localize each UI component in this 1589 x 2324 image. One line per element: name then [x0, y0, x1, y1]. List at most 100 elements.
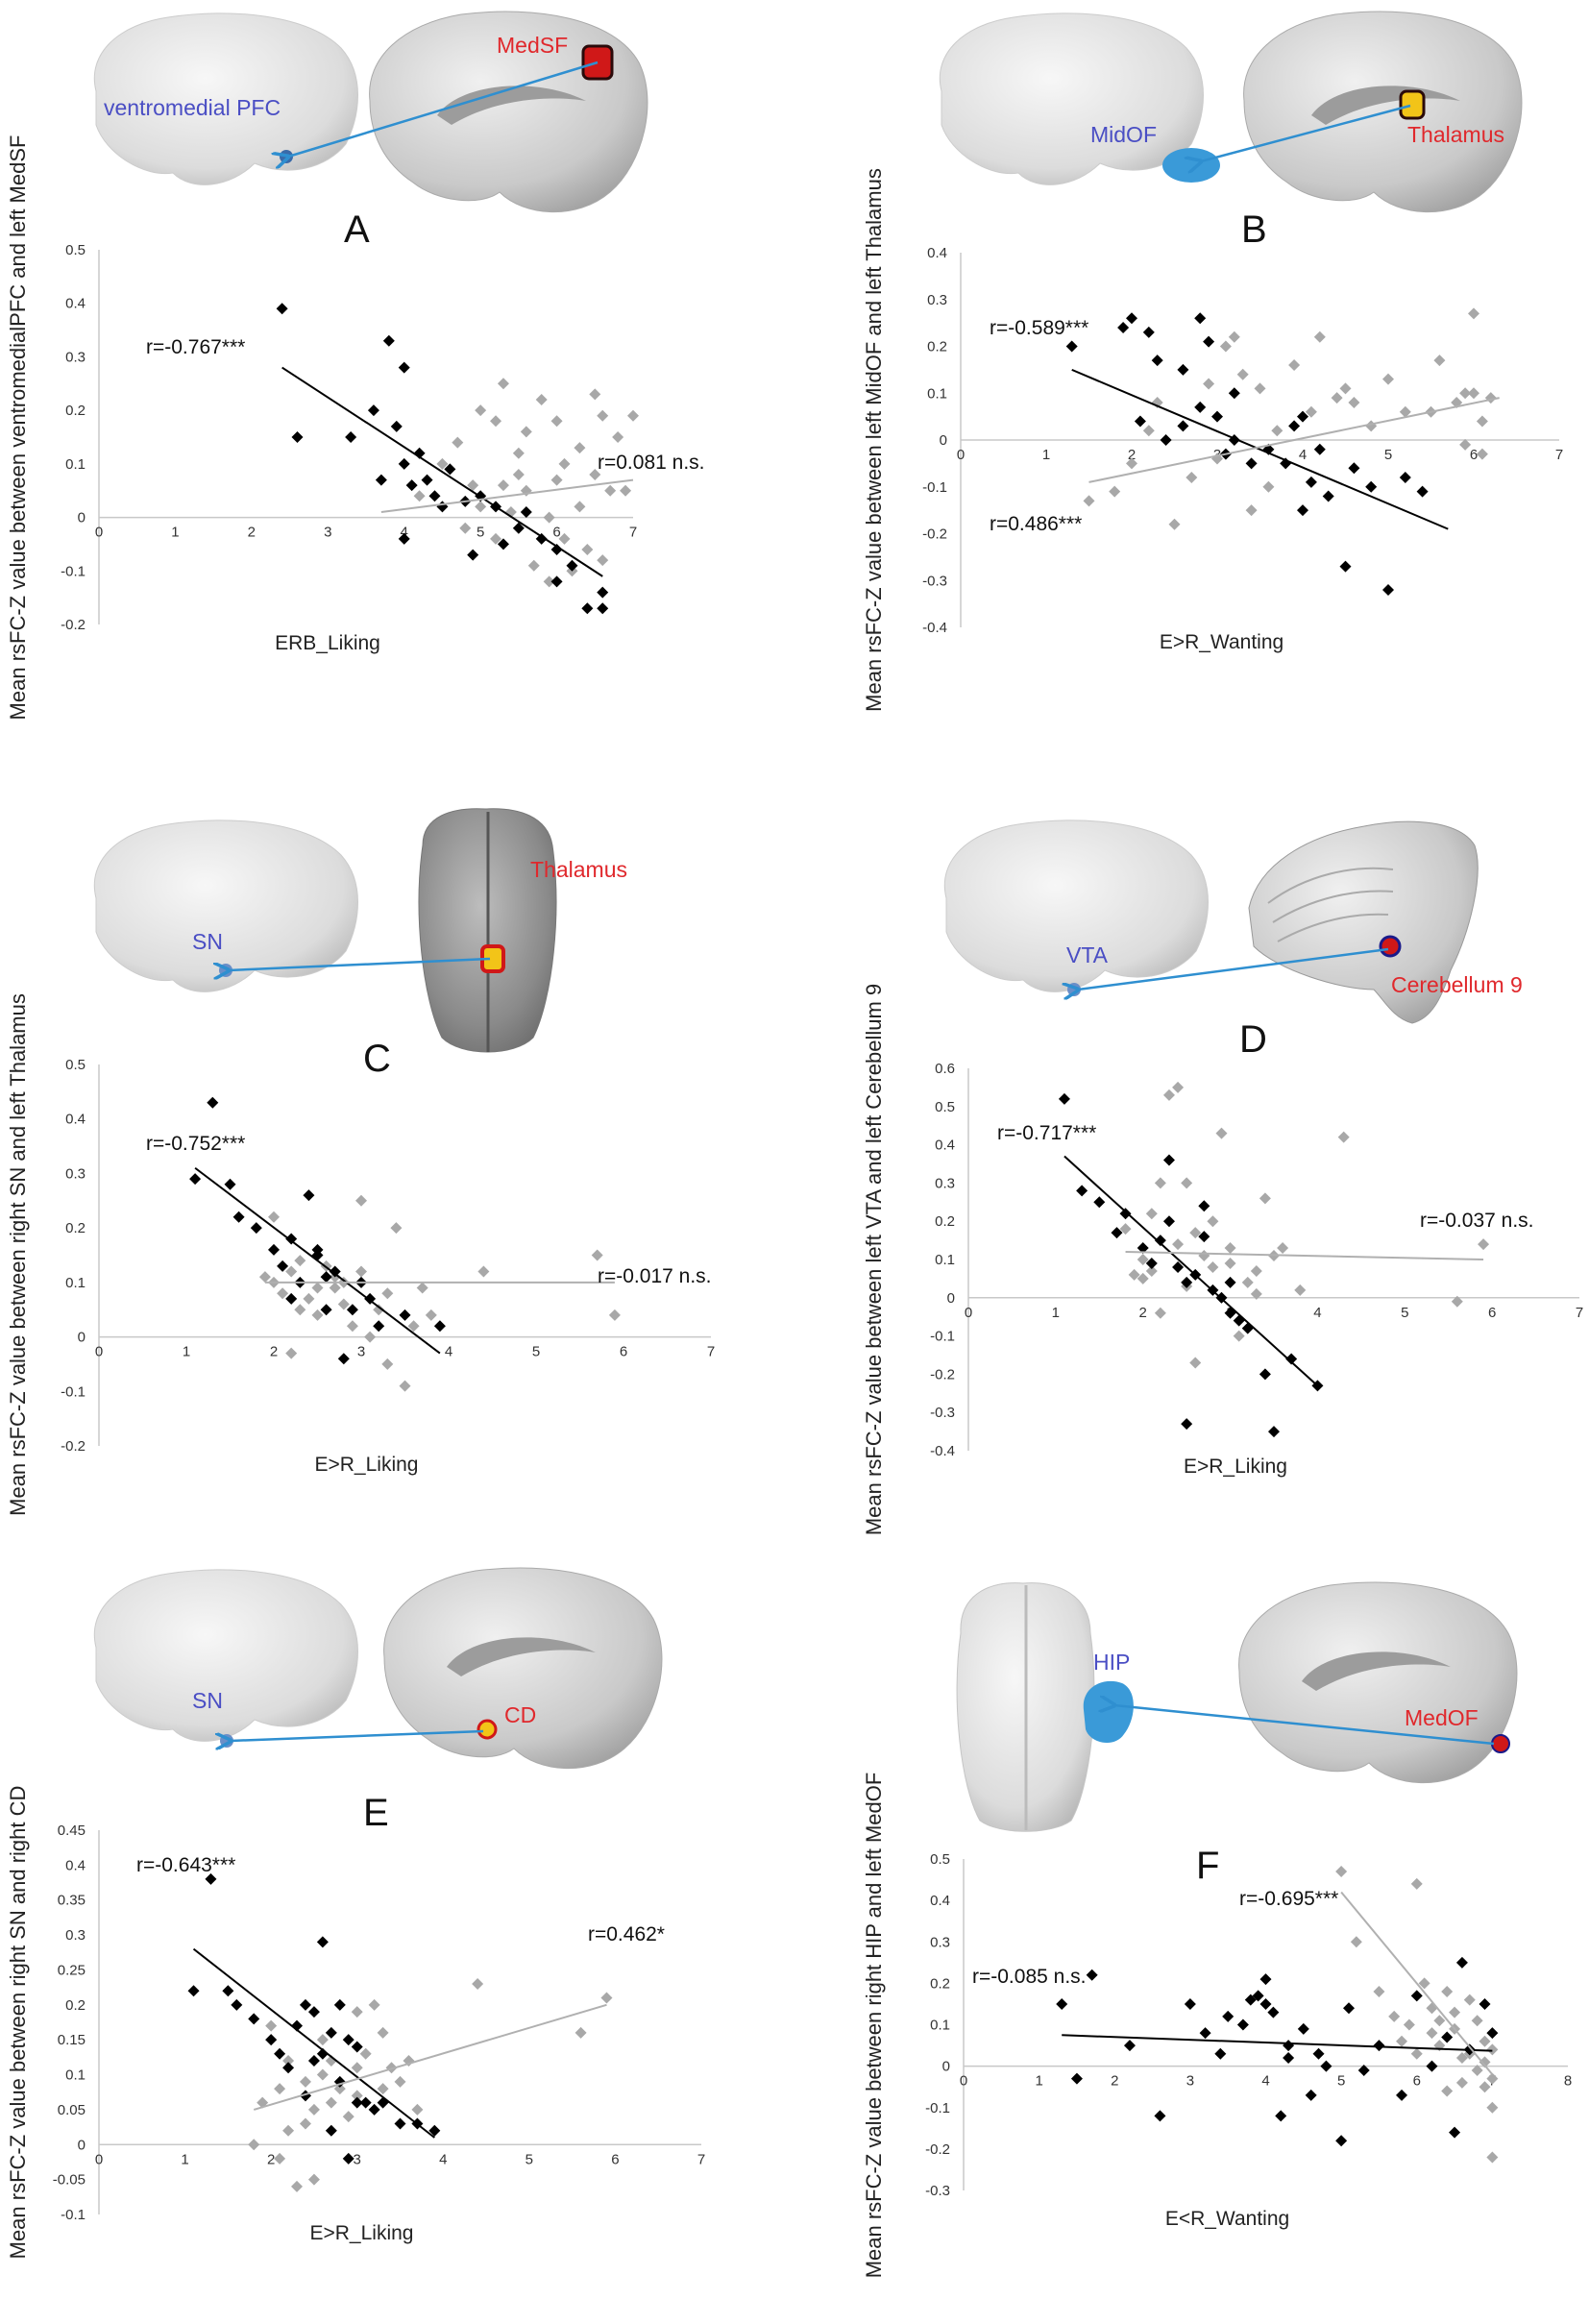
y-tick-label: 0	[947, 1290, 955, 1307]
data-point-gray	[512, 447, 525, 459]
y-tick-label: -0.1	[930, 1329, 955, 1345]
data-point-gray	[1313, 330, 1326, 343]
x-tick-label: 7	[1576, 1305, 1583, 1321]
data-point-gray	[291, 2180, 304, 2192]
data-point-gray	[591, 1249, 603, 1261]
data-point-black	[1416, 485, 1429, 498]
data-point-black	[421, 474, 433, 486]
data-point-gray	[1254, 382, 1266, 395]
data-point-black	[1177, 420, 1189, 432]
data-point-black	[351, 2041, 363, 2053]
trend-line-gray	[1340, 1891, 1494, 2075]
data-point-gray	[311, 1309, 324, 1321]
y-tick-label: 0.5	[930, 1851, 950, 1868]
data-point-black	[377, 2096, 389, 2109]
chart-panel-b: 01234567-0.4-0.3-0.2-0.100.10.20.30.4E>R…	[862, 168, 1563, 712]
brain-medial-icon	[369, 11, 648, 213]
y-tick-label: -0.4	[922, 620, 947, 636]
data-point-gray	[425, 1309, 437, 1321]
data-point-gray	[274, 2152, 286, 2165]
y-tick-label: 0.6	[935, 1061, 955, 1077]
data-point-black	[497, 538, 509, 550]
y-tick-label: -0.05	[53, 2172, 86, 2189]
correlation-label-gray: r=-0.695***	[1239, 1888, 1338, 1910]
data-point-gray	[472, 1978, 484, 1990]
data-point-gray	[558, 532, 571, 545]
x-axis-title: ERB_Liking	[275, 632, 380, 654]
y-tick-label: 0.4	[65, 296, 86, 312]
correlation-label-black: r=-0.752***	[146, 1133, 245, 1155]
data-point-black	[382, 334, 395, 347]
x-tick-label: 3	[324, 525, 331, 541]
data-point-gray	[1478, 1238, 1490, 1251]
data-point-gray	[1145, 1208, 1158, 1220]
data-point-black	[1288, 420, 1301, 432]
y-tick-label: 0	[78, 2137, 86, 2153]
data-point-gray	[1236, 368, 1249, 380]
data-point-gray	[1126, 457, 1137, 470]
data-point-black	[224, 1178, 236, 1190]
y-tick-label: 0.2	[65, 1220, 86, 1236]
data-point-black	[187, 1985, 200, 1997]
data-point-black	[277, 1260, 289, 1272]
y-tick-label: 0.15	[58, 2032, 86, 2048]
data-point-gray	[1189, 1357, 1202, 1369]
data-point-gray	[351, 2090, 363, 2102]
chart-panel-f: 012345678-0.3-0.2-0.100.10.20.30.40.5E<R…	[862, 1773, 1572, 2279]
data-point-black	[1267, 2006, 1280, 2018]
data-point-black	[307, 2055, 320, 2067]
data-point-black	[320, 1304, 332, 1316]
data-point-gray	[1479, 2081, 1491, 2093]
data-point-gray	[1228, 330, 1240, 343]
data-point-gray	[1455, 2052, 1468, 2064]
correlation-label-gray: r=0.081 n.s.	[598, 452, 705, 474]
data-point-gray	[1449, 2006, 1461, 2018]
y-tick-label: 0.4	[65, 1112, 86, 1128]
data-point-black	[1396, 2089, 1408, 2101]
data-point-black	[373, 1320, 385, 1333]
region-label-d-blue: VTA	[1066, 942, 1109, 967]
data-point-black	[299, 1998, 311, 2011]
x-tick-label: 1	[1042, 447, 1050, 463]
y-tick-label: 0.1	[935, 1252, 955, 1268]
data-point-black	[1313, 443, 1326, 455]
data-point-black	[1305, 2089, 1317, 2101]
brain-lateral-icon	[93, 820, 358, 992]
data-point-gray	[311, 1282, 324, 1294]
data-point-gray	[1459, 438, 1472, 451]
data-point-gray	[359, 2047, 372, 2060]
data-point-gray	[1410, 2047, 1423, 2060]
y-tick-label: 0.1	[927, 385, 947, 402]
data-point-gray	[490, 532, 502, 545]
cerebellum-icon	[1248, 820, 1479, 1024]
data-point-gray	[1441, 2085, 1454, 2097]
data-point-black	[1245, 457, 1258, 470]
data-point-gray	[416, 1282, 428, 1294]
data-point-black	[1426, 2060, 1438, 2072]
data-point-black	[274, 2047, 286, 2060]
x-tick-label: 5	[526, 2151, 533, 2167]
trend-line-black	[281, 366, 603, 577]
data-point-gray	[364, 1331, 377, 1343]
chart-panel-d: 01234567-0.4-0.3-0.2-0.100.10.20.30.40.5…	[862, 984, 1583, 1535]
x-tick-label: 5	[1384, 447, 1392, 463]
data-point-gray	[337, 1298, 350, 1310]
data-point-gray	[436, 457, 449, 470]
data-point-gray	[600, 1992, 613, 2004]
data-point-gray	[1109, 485, 1121, 498]
trend-line-gray	[380, 478, 634, 513]
data-point-gray	[248, 2139, 260, 2151]
data-point-black	[1441, 2031, 1454, 2043]
x-tick-label: 6	[620, 1344, 627, 1360]
data-point-black	[1224, 1276, 1236, 1288]
data-point-black	[325, 2124, 337, 2137]
x-tick-label: 4	[1313, 1305, 1321, 1321]
panel-letter-e: E	[363, 1792, 389, 1834]
data-point-black	[1320, 2060, 1332, 2072]
data-point-black	[597, 586, 609, 599]
data-point-gray	[1305, 405, 1317, 418]
connection-arrow	[288, 61, 599, 157]
data-point-gray	[1479, 2035, 1491, 2047]
region-label-e-red: CD	[504, 1702, 536, 1727]
data-point-black	[268, 1243, 280, 1256]
